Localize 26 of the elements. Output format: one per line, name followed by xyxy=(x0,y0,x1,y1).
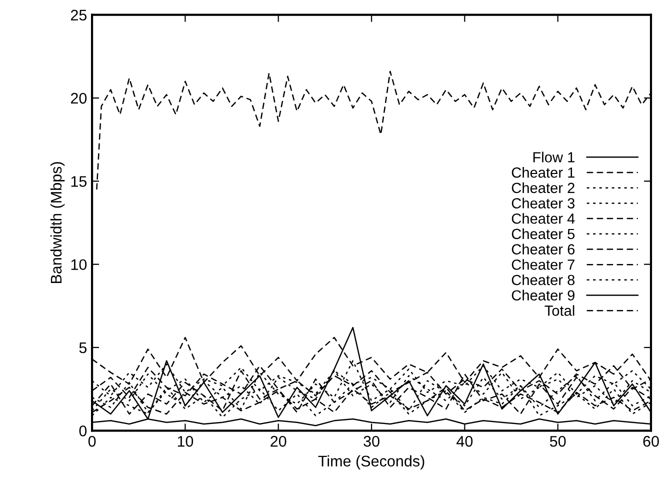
y-tick-label: 20 xyxy=(70,92,87,104)
legend-label: Cheater 1 xyxy=(512,167,574,178)
legend-label: Cheater 5 xyxy=(512,228,575,240)
y-tick-label: 0 xyxy=(79,426,87,436)
y-tick-label: 10 xyxy=(71,259,87,270)
legend-label: Cheater 9 xyxy=(512,290,574,301)
x-tick-label: 0 xyxy=(88,436,96,447)
y-tick-label: 5 xyxy=(79,342,87,354)
x-tick-label: 40 xyxy=(456,436,473,447)
legend-label: Cheater 4 xyxy=(512,213,575,224)
legend-label: Total xyxy=(544,305,574,316)
legend-label: Cheater 7 xyxy=(512,259,574,270)
x-tick-label: 60 xyxy=(643,436,659,447)
y-tick-label: 15 xyxy=(71,176,87,187)
x-tick-label: 10 xyxy=(178,436,194,447)
legend-label: Cheater 3 xyxy=(512,198,575,208)
x-tick-label: 50 xyxy=(550,436,566,447)
legend-label: Cheater 2 xyxy=(512,182,574,194)
legend-label: Cheater 8 xyxy=(512,274,575,286)
legend-label: Cheater 6 xyxy=(512,244,575,254)
y-axis-title: Bandwidth (Mbps) xyxy=(50,162,65,284)
x-axis-title: Time (Seconds) xyxy=(318,455,424,470)
x-tick-label: 20 xyxy=(270,436,286,447)
y-tick-label: 25 xyxy=(70,10,87,21)
x-tick-label: 30 xyxy=(364,436,380,447)
legend-label: Flow 1 xyxy=(533,152,574,162)
